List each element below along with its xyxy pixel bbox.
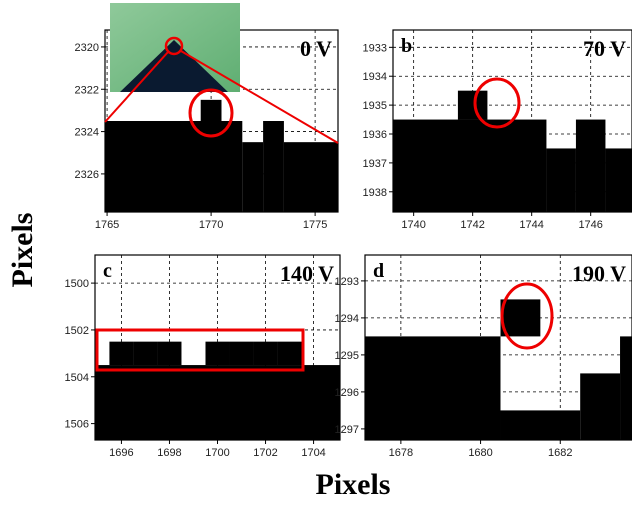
edge-column bbox=[105, 121, 243, 212]
x-tick-label: 1770 bbox=[199, 219, 223, 231]
highlight-circle bbox=[188, 88, 234, 138]
panel-label: b bbox=[401, 35, 412, 57]
panel-label: c bbox=[103, 260, 112, 282]
y-tick-label: 2326 bbox=[75, 169, 99, 181]
edge-column bbox=[242, 142, 264, 212]
x-tick-label: 1682 bbox=[548, 447, 572, 459]
y-tick-label: 1296 bbox=[335, 387, 359, 399]
pixel bbox=[229, 341, 254, 366]
x-tick-label: 1696 bbox=[109, 447, 133, 459]
edge-column bbox=[393, 119, 547, 212]
highlight-circle bbox=[473, 77, 521, 129]
edge-column bbox=[500, 410, 581, 440]
x-tick-label: 1700 bbox=[205, 447, 229, 459]
voltage-label: 140 V bbox=[280, 261, 334, 286]
voltage-label: 190 V bbox=[572, 261, 626, 286]
x-tick-label: 1702 bbox=[253, 447, 277, 459]
y-tick-label: 2322 bbox=[75, 84, 99, 96]
y-tick-label: 1506 bbox=[65, 419, 89, 431]
x-tick-label: 1775 bbox=[303, 219, 327, 231]
inset-circle bbox=[164, 36, 184, 56]
highlight-circle bbox=[500, 282, 554, 350]
x-tick-label: 1680 bbox=[468, 447, 492, 459]
y-tick-label: 1295 bbox=[335, 350, 359, 362]
y-tick-label: 1293 bbox=[335, 276, 359, 288]
edge-column bbox=[580, 373, 621, 440]
plot-area bbox=[95, 255, 340, 440]
x-tick-label: 1698 bbox=[157, 447, 181, 459]
x-tick-label: 1740 bbox=[401, 219, 425, 231]
inset-tip bbox=[120, 40, 228, 92]
panel: 1678 1680 1682 1293 1294 1295 1296 1297 d 190 V bbox=[335, 254, 632, 459]
x-tick-label: 1678 bbox=[389, 447, 413, 459]
x-axis-label: Pixels bbox=[316, 468, 391, 501]
y-tick-label: 2320 bbox=[75, 42, 99, 54]
pixel bbox=[277, 341, 302, 366]
voltage-label: 70 V bbox=[583, 36, 626, 61]
y-tick-label: 1938 bbox=[363, 187, 387, 199]
x-tick-label: 1765 bbox=[95, 219, 119, 231]
plot-frame bbox=[94, 254, 341, 441]
y-tick-label: 1937 bbox=[363, 158, 387, 170]
y-tick-label: 2324 bbox=[75, 127, 99, 139]
edge-column bbox=[546, 148, 576, 212]
edge-column bbox=[365, 336, 501, 440]
y-tick-label: 1933 bbox=[363, 42, 387, 54]
edge-column bbox=[620, 336, 632, 440]
zoom-line bbox=[104, 51, 169, 123]
y-tick-label: 1502 bbox=[65, 325, 89, 337]
edge-column bbox=[605, 148, 632, 212]
x-tick-label: 1744 bbox=[519, 219, 543, 231]
annotations bbox=[95, 3, 554, 372]
plot-frame bbox=[364, 254, 632, 441]
panel: 1696 1698 1700 1702 1704 1500 1502 1504 1506 c 140… bbox=[65, 254, 341, 459]
y-tick-label: 1294 bbox=[335, 313, 359, 325]
y-tick-label: 1297 bbox=[335, 424, 359, 436]
x-tick-label: 1746 bbox=[578, 219, 602, 231]
plot-frame bbox=[392, 29, 632, 213]
x-tick-label: 1742 bbox=[460, 219, 484, 231]
y-tick-label: 1936 bbox=[363, 129, 387, 141]
y-tick-label: 1935 bbox=[363, 100, 387, 112]
zoom-line bbox=[180, 50, 339, 144]
y-tick-label: 1500 bbox=[65, 278, 89, 290]
panel: 1740 1742 1744 1746 1933 1934 1935 1936 1937 1938… bbox=[363, 29, 632, 231]
plot-area bbox=[365, 255, 632, 440]
y-axis-label: Pixels bbox=[6, 213, 39, 288]
y-tick-label: 1504 bbox=[65, 372, 89, 384]
edge-column bbox=[283, 142, 338, 212]
pixel bbox=[133, 341, 158, 366]
voltage-label: 0 V bbox=[300, 36, 332, 61]
highlight-box bbox=[95, 328, 305, 372]
y-tick-label: 1934 bbox=[363, 71, 387, 83]
x-tick-label: 1704 bbox=[301, 447, 325, 459]
panel-label: d bbox=[373, 260, 384, 282]
edge-column bbox=[263, 121, 284, 212]
